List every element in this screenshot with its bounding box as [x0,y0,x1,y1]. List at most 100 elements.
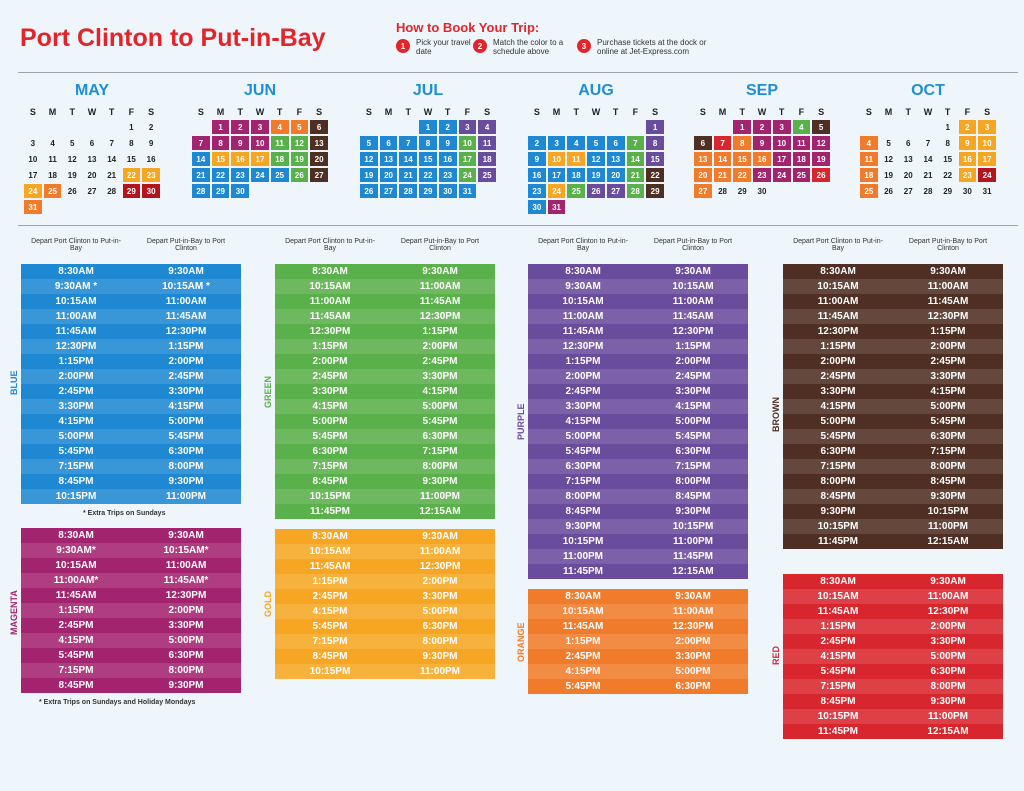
calendar-day[interactable]: 4 [860,136,878,150]
calendar-day[interactable]: 21 [713,168,732,182]
calendar-day[interactable]: 3 [772,120,791,134]
calendar-day[interactable]: 25 [792,168,811,182]
calendar-day[interactable]: 5 [812,120,830,134]
calendar-day[interactable]: 4 [567,136,586,150]
calendar-day[interactable]: 31 [547,200,566,214]
calendar-day[interactable]: 30 [438,184,457,198]
calendar-day[interactable]: 28 [718,186,727,196]
calendar-day[interactable]: 23 [958,168,977,182]
calendar-day[interactable]: 10 [458,136,477,150]
calendar-day[interactable]: 1 [129,122,134,132]
calendar-day[interactable]: 29 [943,186,953,196]
calendar-day[interactable]: 4 [50,138,55,148]
calendar-day[interactable]: 1 [945,122,950,132]
calendar-day[interactable]: 3 [547,136,566,150]
calendar-day[interactable]: 5 [290,120,309,134]
calendar-day[interactable]: 13 [694,152,712,166]
calendar-day[interactable]: 24 [772,168,791,182]
calendar-day[interactable]: 5 [360,136,378,150]
calendar-day[interactable]: 12 [290,136,309,150]
calendar-day[interactable]: 27 [694,184,712,198]
calendar-day[interactable]: 31 [982,186,992,196]
calendar-day[interactable]: 6 [379,136,398,150]
calendar-day[interactable]: 8 [733,136,752,150]
calendar-day[interactable]: 2 [958,120,977,134]
calendar-day[interactable]: 22 [122,168,141,182]
calendar-day[interactable]: 22 [419,168,437,182]
calendar-day[interactable]: 24 [978,168,996,182]
calendar-day[interactable]: 30 [757,186,767,196]
calendar-day[interactable]: 29 [419,184,437,198]
calendar-day[interactable]: 15 [126,154,136,164]
calendar-day[interactable]: 25 [270,168,289,182]
calendar-day[interactable]: 5 [886,138,891,148]
calendar-day[interactable]: 17 [458,152,477,166]
calendar-day[interactable]: 20 [87,170,97,180]
calendar-day[interactable]: 11 [567,152,586,166]
calendar-day[interactable]: 6 [606,136,625,150]
calendar-day[interactable]: 24 [458,168,477,182]
calendar-day[interactable]: 6 [310,120,328,134]
calendar-day[interactable]: 18 [860,168,878,182]
calendar-day[interactable]: 25 [478,168,496,182]
calendar-day[interactable]: 26 [884,186,893,196]
calendar-day[interactable]: 24 [24,184,42,198]
calendar-day[interactable]: 27 [87,186,97,196]
calendar-day[interactable]: 11 [270,136,289,150]
calendar-day[interactable]: 21 [192,168,210,182]
calendar-day[interactable]: 1 [733,120,752,134]
calendar-day[interactable]: 27 [379,184,398,198]
calendar-day[interactable]: 1 [646,120,664,134]
calendar-day[interactable]: 26 [587,184,605,198]
calendar-day[interactable]: 29 [211,184,230,198]
calendar-day[interactable]: 26 [290,168,309,182]
calendar-day[interactable]: 9 [753,136,771,150]
calendar-day[interactable]: 17 [978,152,996,166]
calendar-day[interactable]: 8 [211,136,230,150]
calendar-day[interactable]: 27 [310,168,328,182]
calendar-day[interactable]: 15 [419,152,437,166]
calendar-day[interactable]: 1 [419,120,437,134]
calendar-day[interactable]: 23 [438,168,457,182]
calendar-day[interactable]: 26 [67,186,77,196]
calendar-day[interactable]: 17 [547,168,566,182]
calendar-day[interactable]: 15 [211,152,230,166]
calendar-day[interactable]: 7 [109,138,114,148]
calendar-day[interactable]: 20 [606,168,625,182]
calendar-day[interactable]: 26 [360,184,378,198]
calendar-day[interactable]: 28 [192,184,210,198]
calendar-day[interactable]: 2 [148,122,154,132]
calendar-day[interactable]: 2 [231,120,250,134]
calendar-day[interactable]: 17 [251,152,269,166]
calendar-day[interactable]: 29 [646,184,664,198]
calendar-day[interactable]: 2 [528,136,546,150]
calendar-day[interactable]: 16 [146,154,156,164]
calendar-day[interactable]: 14 [923,154,933,164]
calendar-day[interactable]: 16 [438,152,457,166]
calendar-day[interactable]: 9 [231,136,250,150]
calendar-day[interactable]: 8 [945,138,950,148]
calendar-day[interactable]: 8 [646,136,664,150]
calendar-day[interactable]: 10 [251,136,269,150]
calendar-day[interactable]: 29 [737,186,747,196]
calendar-day[interactable]: 20 [379,168,398,182]
calendar-day[interactable]: 18 [792,152,811,166]
calendar-day[interactable]: 22 [211,168,230,182]
calendar-day[interactable]: 21 [923,170,933,180]
calendar-day[interactable]: 20 [694,168,712,182]
calendar-day[interactable]: 12 [812,136,830,150]
calendar-day[interactable]: 5 [587,136,605,150]
calendar-day[interactable]: 7 [399,136,418,150]
calendar-day[interactable]: 16 [958,152,977,166]
calendar-day[interactable]: 23 [528,184,546,198]
calendar-day[interactable]: 22 [733,168,752,182]
calendar-day[interactable]: 30 [231,184,250,198]
calendar-day[interactable]: 16 [528,168,546,182]
calendar-day[interactable]: 30 [142,184,160,198]
calendar-day[interactable]: 27 [606,184,625,198]
calendar-day[interactable]: 19 [67,170,77,180]
calendar-day[interactable]: 19 [884,170,893,180]
calendar-day[interactable]: 18 [478,152,496,166]
calendar-day[interactable]: 16 [231,152,250,166]
calendar-day[interactable]: 10 [978,136,996,150]
